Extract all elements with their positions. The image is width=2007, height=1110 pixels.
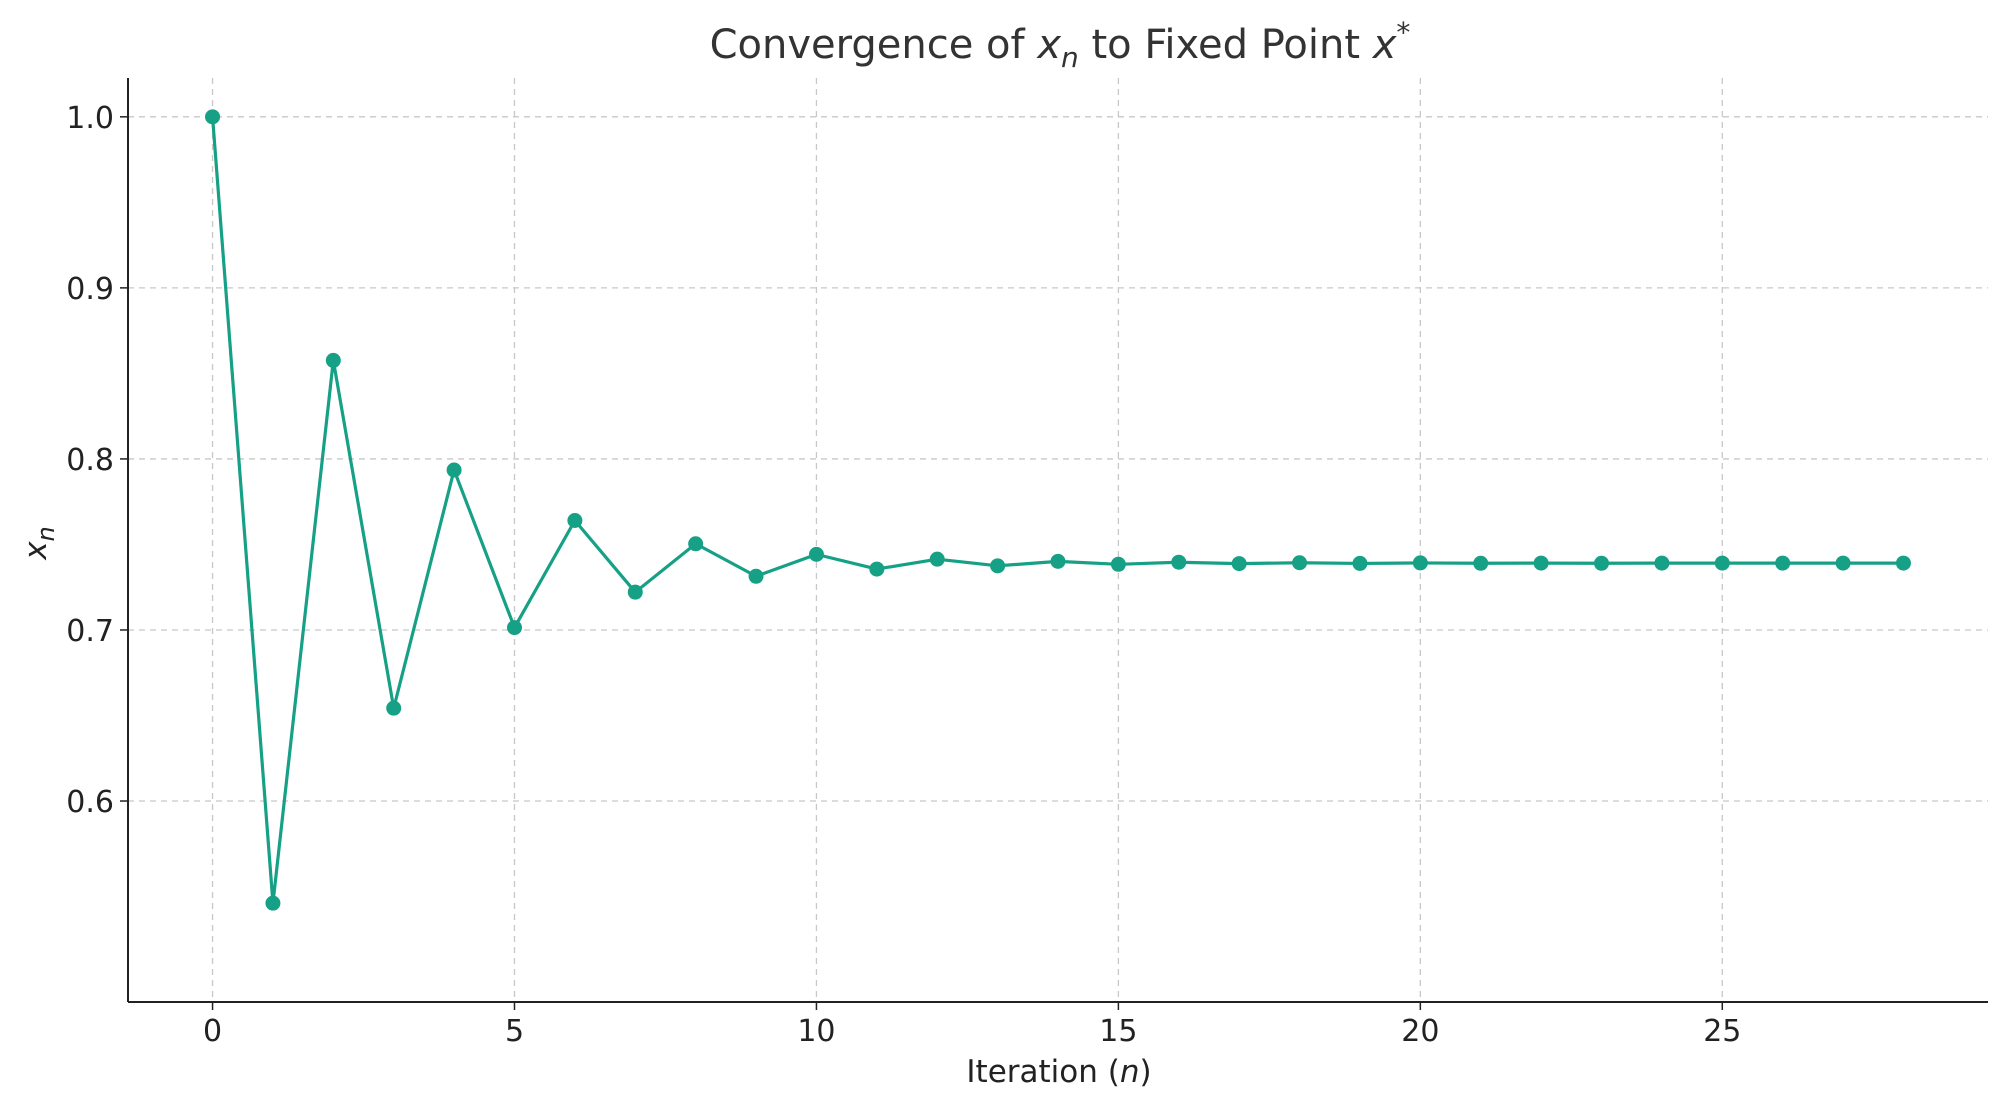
data-point-5 [506, 620, 522, 636]
data-point-1 [265, 895, 281, 911]
data-point-2 [325, 352, 341, 368]
data-point-27 [1835, 555, 1851, 571]
data-point-0 [205, 109, 221, 125]
data-point-9 [748, 568, 764, 584]
series [205, 109, 1911, 911]
title-sup: * [1396, 16, 1410, 49]
data-point-8 [688, 536, 704, 552]
xlabel-prefix: Iteration ( [966, 1054, 1119, 1090]
data-point-10 [808, 546, 824, 562]
title-var: x [1035, 22, 1061, 68]
data-point-25 [1714, 555, 1730, 571]
data-point-6 [567, 513, 583, 529]
x-tick-label-4: 20 [1401, 1014, 1439, 1049]
data-point-26 [1775, 555, 1791, 571]
data-point-14 [1050, 553, 1066, 569]
y-tick-label-0: 0.6 [66, 785, 114, 820]
data-point-16 [1171, 554, 1187, 570]
data-point-17 [1231, 556, 1247, 572]
data-point-21 [1473, 555, 1489, 571]
x-ticks: 0 5 10 15 20 25 [203, 1002, 1741, 1049]
data-point-20 [1412, 555, 1428, 571]
title-middle: to Fixed Point [1079, 22, 1373, 68]
data-point-7 [627, 584, 643, 600]
y-tick-label-2: 0.8 [66, 443, 114, 478]
x-tick-label-5: 25 [1703, 1014, 1741, 1049]
y-tick-label-4: 1.0 [66, 101, 114, 136]
x-tick-label-1: 5 [505, 1014, 524, 1049]
data-point-15 [1110, 556, 1126, 572]
title-sub: n [1061, 41, 1079, 74]
data-point-22 [1533, 555, 1549, 571]
y-tick-label-3: 0.9 [66, 272, 114, 307]
ylabel-sub: n [32, 526, 60, 541]
data-point-18 [1292, 555, 1308, 571]
xlabel-suffix: ) [1140, 1054, 1152, 1090]
y-tick-label-1: 0.7 [66, 614, 114, 649]
data-point-19 [1352, 555, 1368, 571]
data-point-3 [386, 700, 402, 716]
data-point-4 [446, 462, 462, 478]
data-point-11 [869, 561, 885, 577]
y-ticks: 0.6 0.7 0.8 0.9 1.0 [66, 101, 128, 820]
data-point-24 [1654, 555, 1670, 571]
title-var2: x [1371, 22, 1397, 68]
data-point-12 [929, 551, 945, 567]
axes [127, 78, 1988, 1003]
chart-title: Convergence of xn to Fixed Point x* [710, 16, 1411, 74]
x-tick-label-0: 0 [203, 1014, 222, 1049]
data-point-28 [1895, 555, 1911, 571]
x-tick-label-2: 10 [797, 1014, 835, 1049]
data-point-13 [990, 558, 1006, 574]
y-axis-label: xn [18, 526, 60, 561]
title-prefix: Convergence of [710, 22, 1038, 68]
x-tick-label-3: 15 [1099, 1014, 1137, 1049]
x-axis-label: Iteration (n) [966, 1054, 1151, 1090]
ylabel-var: x [18, 541, 54, 561]
data-point-23 [1594, 555, 1610, 571]
grid [128, 78, 1988, 1002]
xlabel-var: n [1120, 1054, 1140, 1090]
